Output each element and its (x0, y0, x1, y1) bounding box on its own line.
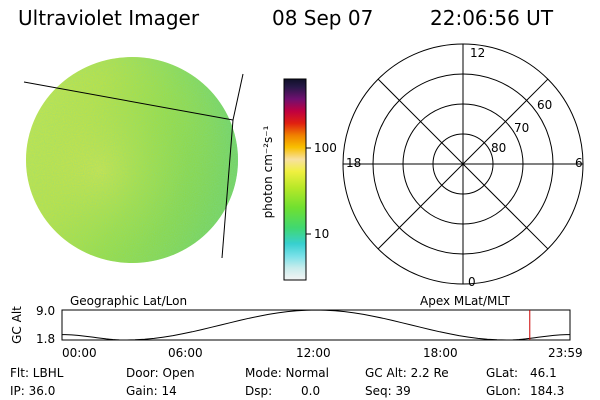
y-tick-1-8: 1.8 (36, 332, 56, 346)
time-tick-1800: 18:00 (423, 346, 458, 360)
observation-time: 22:06:56 UT (430, 6, 554, 30)
mlt-label-12: 12 (470, 46, 486, 60)
gc-alt-status: GC Alt: 2.2 Re (365, 366, 449, 380)
sequence-status: Seq: 39 (365, 384, 411, 398)
filter-status: Flt: LBHL (10, 366, 64, 380)
glon-value: 184.3 (530, 384, 565, 398)
ip-status: IP: 36.0 (10, 384, 56, 398)
mlt-label-6: 6 (575, 156, 583, 170)
mode-status: Mode: Normal (245, 366, 329, 380)
orbit-strip-frame (61, 309, 571, 341)
instrument-title: Ultraviolet Imager (18, 6, 200, 30)
glat-label: GLat: (486, 366, 519, 380)
door-status: Door: Open (126, 366, 195, 380)
dsp-value: 0.0 (301, 384, 321, 398)
color-scale-bar (283, 78, 311, 281)
lat-label-80: 80 (491, 141, 507, 155)
observation-date: 08 Sep 07 (272, 6, 374, 30)
colorbar-tick-100: 100 (314, 141, 337, 155)
colorbar-tick-10: 10 (314, 227, 330, 241)
glat-value: 46.1 (530, 366, 557, 380)
time-tick-1200: 12:00 (296, 346, 331, 360)
y-tick-9: 9.0 (36, 304, 56, 318)
dsp-label: Dsp: (245, 384, 273, 398)
lat-label-70: 70 (514, 121, 530, 135)
colorbar-unit-label: photon cm⁻²s⁻¹ (261, 125, 275, 219)
glon-label: GLon: (486, 384, 521, 398)
mlt-label-18: 18 (346, 156, 362, 170)
polar-grid (342, 43, 584, 285)
time-tick-0000: 00:00 (62, 346, 97, 360)
gc-alt-axis-label: GC Alt (10, 306, 24, 344)
mlt-label-0: 0 (468, 275, 476, 289)
lat-label-60: 60 (537, 98, 553, 112)
altitude-track (62, 309, 570, 341)
auroral-image (23, 57, 244, 263)
geographic-latlon-label: Geographic Lat/Lon (70, 294, 188, 308)
apex-mlat-mlt-label: Apex MLat/MLT (420, 294, 510, 308)
gain-status: Gain: 14 (126, 384, 177, 398)
time-tick-2359: 23:59 (548, 346, 583, 360)
time-tick-0600: 06:00 (168, 346, 203, 360)
